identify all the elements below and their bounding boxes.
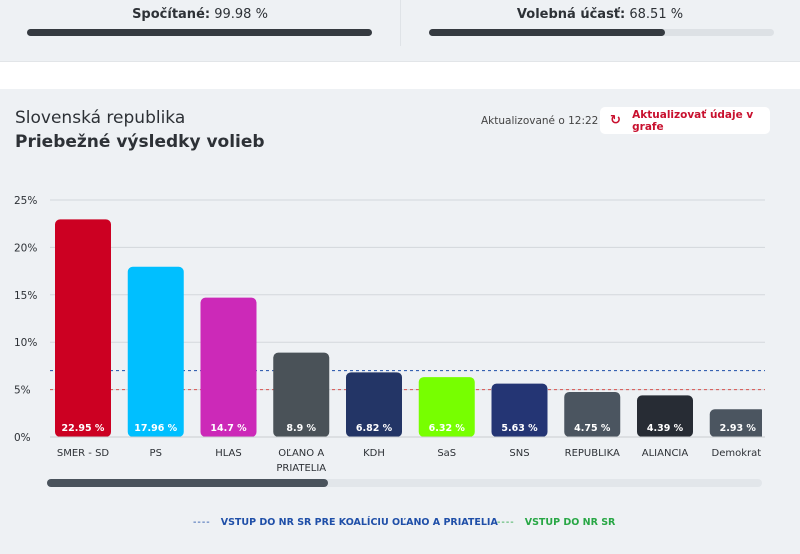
legend-coalition-label: VSTUP DO NR SR PRE KOALÍCIU OĽANO A PRIA… — [220, 517, 498, 528]
spacer-band — [0, 61, 800, 89]
x-category-label: SaS — [437, 448, 456, 459]
turnout-progress — [429, 29, 774, 36]
counted-stat: Spočítané: 99.98 % — [0, 0, 400, 60]
y-tick-label: 25% — [14, 195, 37, 207]
y-tick-label: 20% — [14, 242, 37, 254]
bar[interactable] — [127, 266, 184, 437]
bar[interactable] — [55, 219, 111, 437]
bar[interactable] — [709, 409, 766, 437]
updated-time: Aktualizované o 12:22 — [481, 115, 599, 127]
page-title: Priebežné výsledky volieb — [15, 132, 265, 152]
stats-bar: Spočítané: 99.98 % Volebná účasť: 68.51 … — [0, 0, 800, 60]
legend-coalition: ---- VSTUP DO NR SR PRE KOALÍCIU OĽANO A … — [193, 517, 498, 528]
refresh-button-label: Aktualizovať údaje v grafe — [632, 108, 754, 133]
x-category-label: KDH — [363, 448, 385, 459]
x-category-label: SMER - SD — [57, 448, 110, 459]
bar[interactable] — [418, 377, 475, 437]
x-category-label: PS — [150, 448, 162, 459]
x-category-label: ALIANCIA — [642, 448, 689, 459]
x-category-label: SNS — [509, 448, 529, 459]
turnout-stat: Volebná účasť: 68.51 % — [400, 0, 800, 60]
bar-value-label: 4.39 % — [647, 423, 684, 434]
y-tick-label: 10% — [14, 337, 37, 349]
bar-value-label: 17.96 % — [134, 423, 177, 434]
chart-scrollbar[interactable] — [47, 479, 762, 487]
bars-group: 22.95 % SMER - SD 17.96 % PS 14.7 % HLAS 8.9 %… — [55, 219, 766, 474]
bar-value-label: 5.63 % — [501, 423, 538, 434]
bar[interactable] — [564, 391, 621, 437]
legend-parliament: ---- VSTUP DO NR SR — [497, 517, 615, 528]
counted-progress-fill — [27, 29, 372, 36]
stats-divider — [400, 0, 401, 46]
x-category-label: Demokrati — [712, 448, 764, 459]
counted-value: 99.98 % — [214, 7, 268, 22]
bar[interactable] — [346, 372, 402, 437]
bar-value-label: 8.9 % — [286, 423, 316, 434]
turnout-progress-fill — [429, 29, 666, 36]
y-tick-label: 15% — [14, 290, 37, 302]
legend-parliament-dash: ---- — [497, 517, 515, 528]
y-tick-label: 0% — [14, 432, 31, 444]
bar[interactable] — [637, 395, 693, 437]
bar[interactable] — [273, 352, 330, 437]
x-category-label: PRIATELIA — [276, 463, 326, 474]
counted-label: Spočítané: — [132, 7, 211, 22]
x-category-label: HLAS — [215, 448, 242, 459]
legend-coalition-dash: ---- — [193, 517, 211, 528]
refresh-icon: ↻ — [610, 113, 621, 128]
legend-parliament-label: VSTUP DO NR SR — [524, 517, 616, 528]
bar-chart: 0% 5% 10% 15% 20% 25% 22.95 % SMER - SD 17.96 % P… — [14, 195, 766, 474]
x-category-label: REPUBLIKA — [565, 448, 620, 459]
bar-value-label: 2.93 % — [720, 423, 757, 434]
bar-value-label: 6.82 % — [356, 423, 393, 434]
counted-progress — [27, 29, 372, 36]
region-title: Slovenská republika — [15, 108, 186, 128]
turnout-label: Volebná účasť: — [516, 7, 626, 22]
refresh-button[interactable]: ↻ Aktualizovať údaje v grafe — [600, 107, 770, 134]
bar-value-label: 14.7 % — [210, 423, 247, 434]
bar-value-label: 22.95 % — [62, 423, 105, 434]
bar-value-label: 6.32 % — [429, 423, 466, 434]
scrollbar-thumb[interactable] — [47, 479, 328, 487]
turnout-value: 68.51 % — [629, 7, 684, 22]
bar[interactable] — [200, 297, 257, 437]
bar[interactable] — [491, 383, 548, 437]
x-category-label: OĽANO A — [278, 448, 324, 459]
bar-value-label: 4.75 % — [574, 423, 611, 434]
y-tick-label: 5% — [14, 385, 31, 397]
